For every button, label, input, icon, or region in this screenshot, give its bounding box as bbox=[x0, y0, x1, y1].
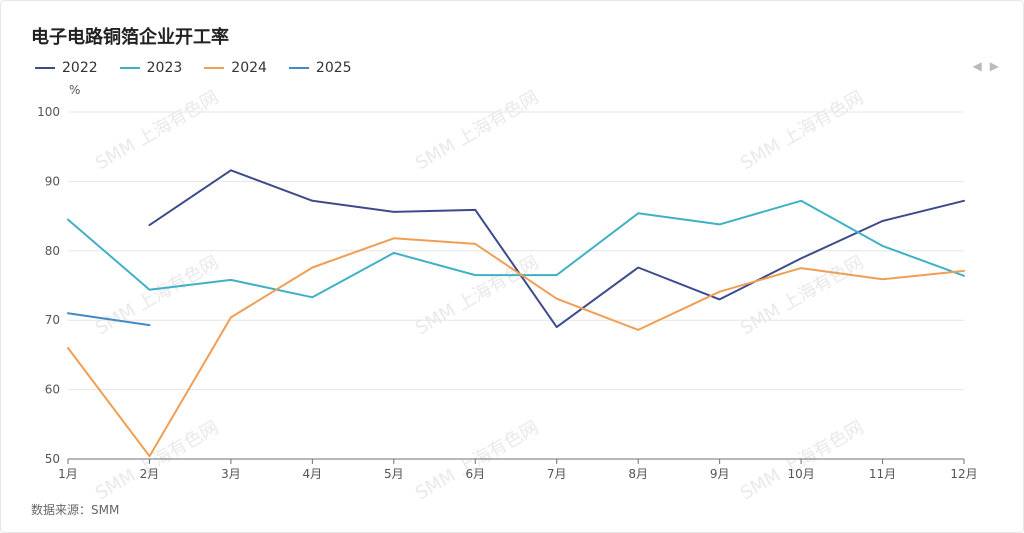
legend-swatch-2022 bbox=[35, 67, 55, 69]
series-line-2024 bbox=[67, 237, 965, 458]
y-tick-label-60: 60 bbox=[45, 383, 60, 397]
legend-prev-icon[interactable]: ◀ bbox=[972, 59, 982, 73]
watermark-8: SMM 上海有色网 bbox=[737, 417, 867, 504]
legend-swatch-2025 bbox=[288, 67, 309, 69]
series-line-2022 bbox=[148, 169, 965, 329]
watermark-6: SMM 上海有色网 bbox=[92, 417, 222, 504]
legend-swatch-2023 bbox=[119, 67, 140, 69]
x-tick-label-3: 3月 bbox=[221, 467, 241, 481]
y-tick-label-50: 50 bbox=[45, 452, 60, 466]
series-line-2023 bbox=[67, 199, 965, 299]
watermark-1: SMM 上海有色网 bbox=[412, 87, 542, 174]
x-tick-label-10: 10月 bbox=[787, 467, 814, 481]
legend-label-2023: 2023 bbox=[146, 60, 183, 76]
x-tick-label-9: 9月 bbox=[710, 467, 730, 481]
watermark-5: SMM 上海有色网 bbox=[737, 252, 867, 339]
series-line-2025 bbox=[67, 312, 151, 327]
y-tick-label-80: 80 bbox=[45, 244, 60, 258]
x-tick-label-1: 1月 bbox=[58, 467, 78, 481]
chart-title: 电子电路铜箔企业开工率 bbox=[31, 27, 229, 48]
y-tick-label-100: 100 bbox=[37, 105, 60, 119]
watermark-2: SMM 上海有色网 bbox=[737, 87, 867, 174]
x-tick-label-11: 11月 bbox=[869, 467, 896, 481]
watermark-7: SMM 上海有色网 bbox=[412, 417, 542, 504]
legend-label-2024: 2024 bbox=[231, 60, 267, 76]
legend-swatch-2024 bbox=[204, 67, 225, 69]
x-tick-label-4: 4月 bbox=[303, 467, 323, 481]
y-axis-unit: % bbox=[69, 83, 81, 97]
y-tick-label-70: 70 bbox=[45, 313, 60, 327]
watermark-4: SMM 上海有色网 bbox=[412, 252, 542, 339]
x-tick-label-7: 7月 bbox=[547, 467, 567, 481]
x-tick-label-5: 5月 bbox=[384, 467, 404, 481]
legend-pager: ◀ ▶ bbox=[973, 59, 999, 73]
legend-item-2023[interactable]: 2023 bbox=[119, 60, 183, 76]
watermark-0: SMM 上海有色网 bbox=[92, 87, 222, 174]
x-tick-label-8: 8月 bbox=[628, 467, 648, 481]
x-tick-label-6: 6月 bbox=[465, 467, 485, 481]
legend-item-2022[interactable]: 2022 bbox=[35, 60, 98, 76]
legend: 2022 2023 2024 2025 bbox=[35, 59, 374, 77]
data-source: 数据来源：SMM bbox=[31, 503, 120, 517]
legend-next-icon[interactable]: ▶ bbox=[989, 59, 999, 73]
x-tick-label-2: 2月 bbox=[140, 467, 160, 481]
x-tick-label-12: 12月 bbox=[950, 467, 977, 481]
y-tick-label-90: 90 bbox=[45, 174, 60, 188]
legend-label-2022: 2022 bbox=[62, 60, 98, 76]
legend-label-2025: 2025 bbox=[315, 60, 352, 76]
watermark-3: SMM 上海有色网 bbox=[92, 252, 222, 339]
legend-item-2025[interactable]: 2025 bbox=[288, 60, 352, 76]
legend-item-2024[interactable]: 2024 bbox=[204, 60, 267, 76]
